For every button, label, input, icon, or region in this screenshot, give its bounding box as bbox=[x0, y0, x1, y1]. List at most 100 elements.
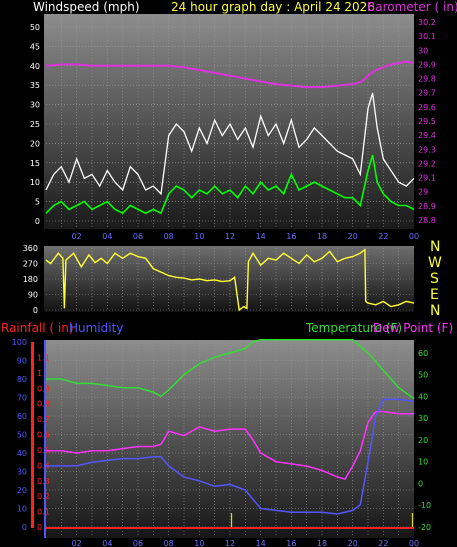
humidity-y-tick: 50 bbox=[17, 431, 27, 440]
time-tick-label: 16 bbox=[286, 232, 296, 241]
compass-n-bottom: N bbox=[430, 303, 440, 319]
barometer-y-tick: 29.5 bbox=[418, 117, 436, 126]
wind-y-tick: 50 bbox=[30, 23, 40, 32]
barometer-y-tick: 29.9 bbox=[418, 60, 436, 69]
temperature-y-tick: 0 bbox=[418, 479, 423, 488]
time-tick-label: 08 bbox=[164, 539, 174, 547]
wind-y-tick: 15 bbox=[30, 159, 40, 168]
rainfall-title: Rainfall ( in) bbox=[1, 321, 74, 335]
direction-y-tick: 180 bbox=[23, 275, 38, 284]
temperature-y-tick: -10 bbox=[418, 501, 431, 510]
direction-y-tick: 270 bbox=[23, 260, 38, 269]
temperature-y-tick: 40 bbox=[418, 392, 428, 401]
wind-y-tick: 0 bbox=[35, 217, 40, 226]
dewpoint-title: Dew Point (F) bbox=[373, 321, 453, 335]
temperature-line bbox=[46, 339, 415, 400]
rainfall-y-tick: 0.4 bbox=[37, 461, 50, 470]
barometer-y-tick: 30 bbox=[418, 46, 428, 55]
temperature-y-tick: 30 bbox=[418, 414, 428, 423]
time-tick-label: 12 bbox=[225, 539, 235, 547]
time-tick-label: 08 bbox=[164, 232, 174, 241]
wind-direction-line bbox=[45, 248, 415, 312]
barometer-y-tick: 30.1 bbox=[418, 32, 436, 41]
wind-y-tick: 40 bbox=[30, 62, 40, 71]
time-tick-label: 20 bbox=[348, 232, 358, 241]
humidity-y-tick: 0 bbox=[22, 523, 27, 532]
temperature-y-tick: 60 bbox=[418, 349, 428, 358]
climate-panel-bg bbox=[44, 340, 414, 538]
time-tick-label: 10 bbox=[194, 232, 204, 241]
rainfall-y-tick: 0.3 bbox=[37, 477, 50, 486]
time-tick-label: 16 bbox=[286, 539, 296, 547]
humidity-y-tick: 90 bbox=[17, 357, 27, 366]
data-marks bbox=[45, 60, 415, 527]
wind-gust-line bbox=[45, 92, 415, 196]
time-tick-label: 14 bbox=[256, 539, 266, 547]
temperature-y-tick: 50 bbox=[418, 371, 428, 380]
temperature-y-tick: 20 bbox=[418, 436, 428, 445]
humidity-y-tick: 30 bbox=[17, 468, 27, 477]
barometer-line bbox=[45, 60, 415, 89]
rainfall-y-tick: 0 bbox=[37, 523, 42, 532]
rainfall-y-tick: 0.7 bbox=[37, 415, 50, 424]
time-tick-label: 04 bbox=[102, 232, 112, 241]
humidity-y-tick: 20 bbox=[17, 486, 27, 495]
humidity-title: Humidity bbox=[69, 321, 123, 335]
wind-y-tick: 35 bbox=[30, 81, 40, 90]
rainfall-y-tick: 0.8 bbox=[37, 400, 50, 409]
humidity-y-tick: 70 bbox=[17, 394, 27, 403]
barometer-y-tick: 29.4 bbox=[418, 131, 436, 140]
time-tick-label: 02 bbox=[72, 232, 82, 241]
rainfall-axis-bar bbox=[31, 342, 34, 528]
time-tick-label: 04 bbox=[102, 539, 112, 547]
barometer-y-tick: 28.8 bbox=[418, 216, 436, 225]
barometer-y-tick: 29.3 bbox=[418, 145, 436, 154]
wind-panel-bg bbox=[44, 14, 414, 229]
wind-y-tick: 5 bbox=[35, 198, 40, 207]
barometer-y-tick: 29.8 bbox=[418, 75, 436, 84]
time-tick-label: 06 bbox=[133, 232, 143, 241]
wind-y-tick: 10 bbox=[30, 178, 40, 187]
direction-y-tick: 90 bbox=[28, 291, 38, 300]
wind-y-tick: 45 bbox=[30, 42, 40, 51]
time-tick-label: 10 bbox=[194, 539, 204, 547]
rainfall-y-tick: 0.5 bbox=[37, 446, 50, 455]
humidity-y-tick: 100 bbox=[12, 338, 27, 347]
humidity-y-tick: 10 bbox=[17, 505, 27, 514]
wind-y-tick: 30 bbox=[30, 101, 40, 110]
temperature-title: Temperature (F) bbox=[305, 321, 402, 335]
time-tick-label: 14 bbox=[256, 232, 266, 241]
wind-y-tick: 20 bbox=[30, 139, 40, 148]
dewpoint-line bbox=[46, 410, 414, 480]
barometer-y-tick: 29.6 bbox=[418, 103, 436, 112]
rainfall-y-tick: 1.1 bbox=[37, 353, 50, 362]
humidity-y-tick: 80 bbox=[17, 375, 27, 384]
graph-title: 24 hour graph day : April 24 2026 bbox=[171, 0, 375, 14]
time-tick-label: 22 bbox=[378, 232, 388, 241]
time-tick-label: 06 bbox=[133, 539, 143, 547]
barometer-y-tick: 29.7 bbox=[418, 89, 436, 98]
temperature-y-tick: -20 bbox=[418, 523, 431, 532]
compass-s: S bbox=[430, 271, 439, 287]
time-tick-label: 02 bbox=[72, 539, 82, 547]
humidity-line bbox=[46, 398, 415, 515]
time-tick-label: 12 bbox=[225, 232, 235, 241]
compass-n-top: N bbox=[430, 239, 440, 255]
barometer-y-tick: 28.9 bbox=[418, 202, 436, 211]
humidity-axis-bar bbox=[44, 340, 46, 538]
time-tick-label: 22 bbox=[378, 539, 388, 547]
time-tick-label: 00 bbox=[409, 232, 419, 241]
barometer-y-tick: 29 bbox=[418, 188, 428, 197]
time-tick-label: 18 bbox=[317, 539, 327, 547]
wind-average-line bbox=[45, 154, 415, 215]
time-tick-label: 20 bbox=[348, 539, 358, 547]
rainfall-y-tick: 1 bbox=[37, 369, 42, 378]
time-tick-label: 00 bbox=[409, 539, 419, 547]
wind-y-tick: 25 bbox=[30, 120, 40, 129]
barometer-y-tick: 30.2 bbox=[418, 18, 436, 27]
compass-w: W bbox=[428, 255, 442, 271]
rainfall-y-tick: 0.2 bbox=[37, 492, 50, 501]
compass-e: E bbox=[430, 287, 439, 303]
rainfall-baseline bbox=[46, 527, 414, 529]
